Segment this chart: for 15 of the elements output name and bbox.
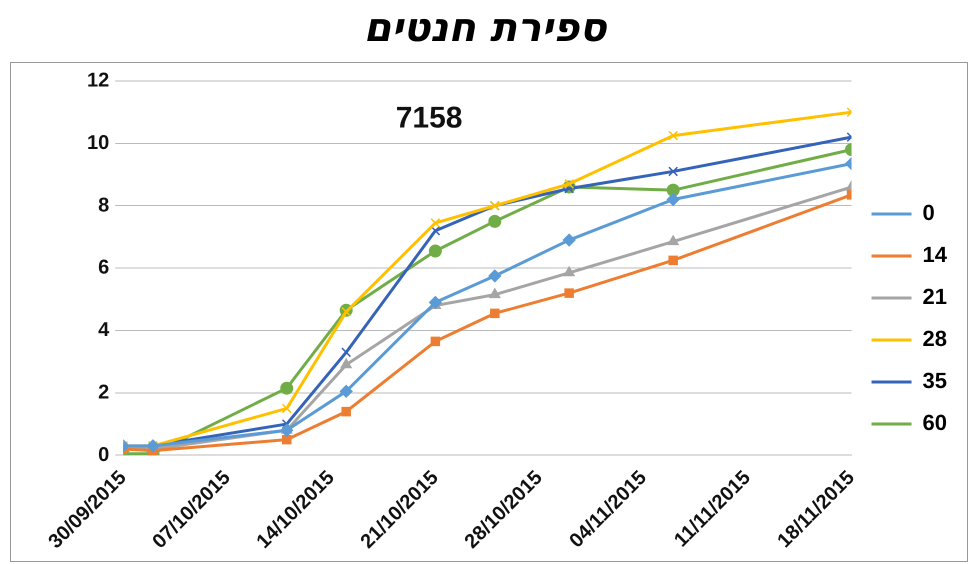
annotation: 7158	[396, 101, 462, 134]
legend-label: 14	[922, 242, 948, 268]
y-tick-label: 2	[98, 381, 110, 404]
legend-label: 0	[922, 200, 935, 226]
chart-title: ספירת חנטים	[362, 4, 608, 53]
y-tick-label: 10	[86, 132, 110, 154]
legend-label: 28	[922, 326, 948, 352]
y-tick-label: 6	[98, 256, 110, 279]
y-tick-label: 8	[98, 194, 110, 216]
y-tick-label: 0	[98, 444, 110, 466]
y-tick-label: 4	[98, 319, 110, 342]
y-tick-label: 12	[86, 70, 110, 92]
legend-label: 35	[922, 368, 948, 394]
legend-label: 21	[922, 284, 948, 310]
legend-label: 60	[922, 410, 948, 436]
